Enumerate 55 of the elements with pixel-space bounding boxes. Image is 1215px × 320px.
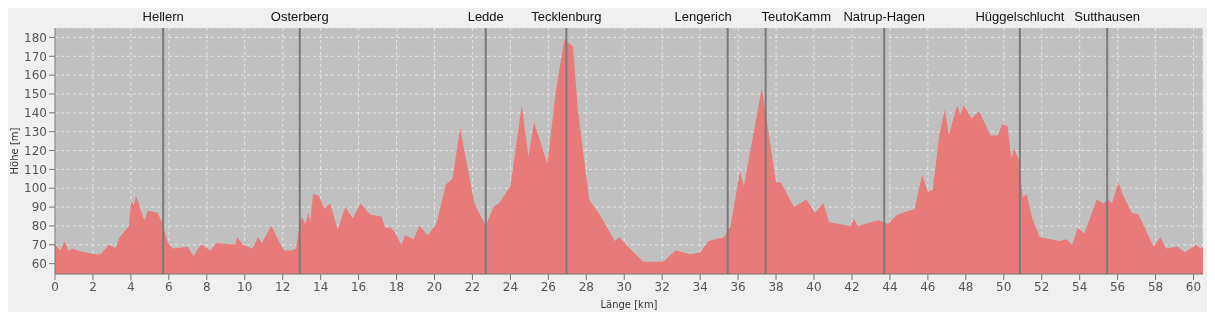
ref-line-label: Lengerich — [674, 9, 732, 24]
x-tick-label: 50 — [996, 279, 1012, 294]
ref-line-label: Natrup-Hagen — [843, 9, 926, 24]
x-tick-label: 40 — [806, 279, 822, 294]
x-tick-label: 44 — [882, 279, 898, 294]
y-tick-label: 180 — [24, 30, 47, 45]
y-tick-label: 130 — [24, 124, 47, 139]
x-tick-label: 4 — [127, 279, 135, 294]
ref-line-label: Sutthausen — [1074, 9, 1141, 24]
x-tick-label: 34 — [692, 279, 708, 294]
y-tick-label: 100 — [24, 181, 47, 196]
x-tick-label: 60 — [1185, 279, 1202, 294]
y-tick-label: 90 — [31, 200, 47, 215]
x-tick-label: 24 — [502, 279, 519, 294]
x-tick-label: 18 — [388, 279, 405, 294]
x-tick-label: 38 — [768, 279, 784, 294]
x-tick-label: 46 — [920, 279, 936, 294]
y-tick-label: 80 — [31, 219, 47, 234]
ref-line-label: Tecklenburg — [531, 9, 602, 24]
y-tick-label: 120 — [24, 143, 47, 158]
y-axis-title: Höhe [m] — [8, 127, 20, 175]
y-tick-label: 60 — [31, 256, 47, 271]
x-tick-label: 58 — [1147, 279, 1164, 294]
y-tick-label: 110 — [24, 162, 47, 177]
y-tick-label: 70 — [31, 238, 47, 253]
x-tick-label: 8 — [202, 279, 211, 294]
x-tick-label: 36 — [730, 279, 746, 294]
x-axis-title: Länge [km] — [600, 299, 658, 310]
x-tick-label: 20 — [426, 279, 443, 294]
x-tick-label: 54 — [1072, 279, 1088, 294]
ref-line-label: Ledde — [467, 9, 504, 24]
x-tick-label: 28 — [578, 279, 594, 294]
ref-line-label: Osterberg — [270, 9, 329, 24]
x-tick-label: 14 — [313, 279, 329, 294]
ref-line-label: Hellern — [142, 9, 184, 24]
ref-line-label: TeutoKamm — [761, 9, 831, 24]
x-tick-label: 26 — [540, 279, 556, 294]
y-tick-label: 140 — [24, 106, 47, 121]
x-tick-label: 12 — [275, 279, 291, 294]
x-tick-label: 56 — [1109, 279, 1126, 294]
y-tick-label: 160 — [24, 68, 47, 83]
y-tick-label: 170 — [24, 49, 47, 64]
x-tick-label: 52 — [1034, 279, 1050, 294]
x-tick-label: 16 — [350, 279, 367, 294]
x-tick-label: 42 — [844, 279, 860, 294]
x-tick-label: 32 — [654, 279, 670, 294]
x-tick-label: 2 — [89, 279, 97, 294]
x-tick-label: 6 — [165, 279, 173, 294]
x-tick-label: 48 — [958, 279, 974, 294]
x-tick-label: 0 — [51, 279, 59, 294]
x-tick-label: 10 — [237, 279, 253, 294]
ref-line-label: Hüggelschlucht — [975, 9, 1065, 24]
x-tick-label: 30 — [616, 279, 632, 294]
y-tick-label: 150 — [24, 87, 47, 102]
x-tick-label: 22 — [464, 279, 481, 294]
